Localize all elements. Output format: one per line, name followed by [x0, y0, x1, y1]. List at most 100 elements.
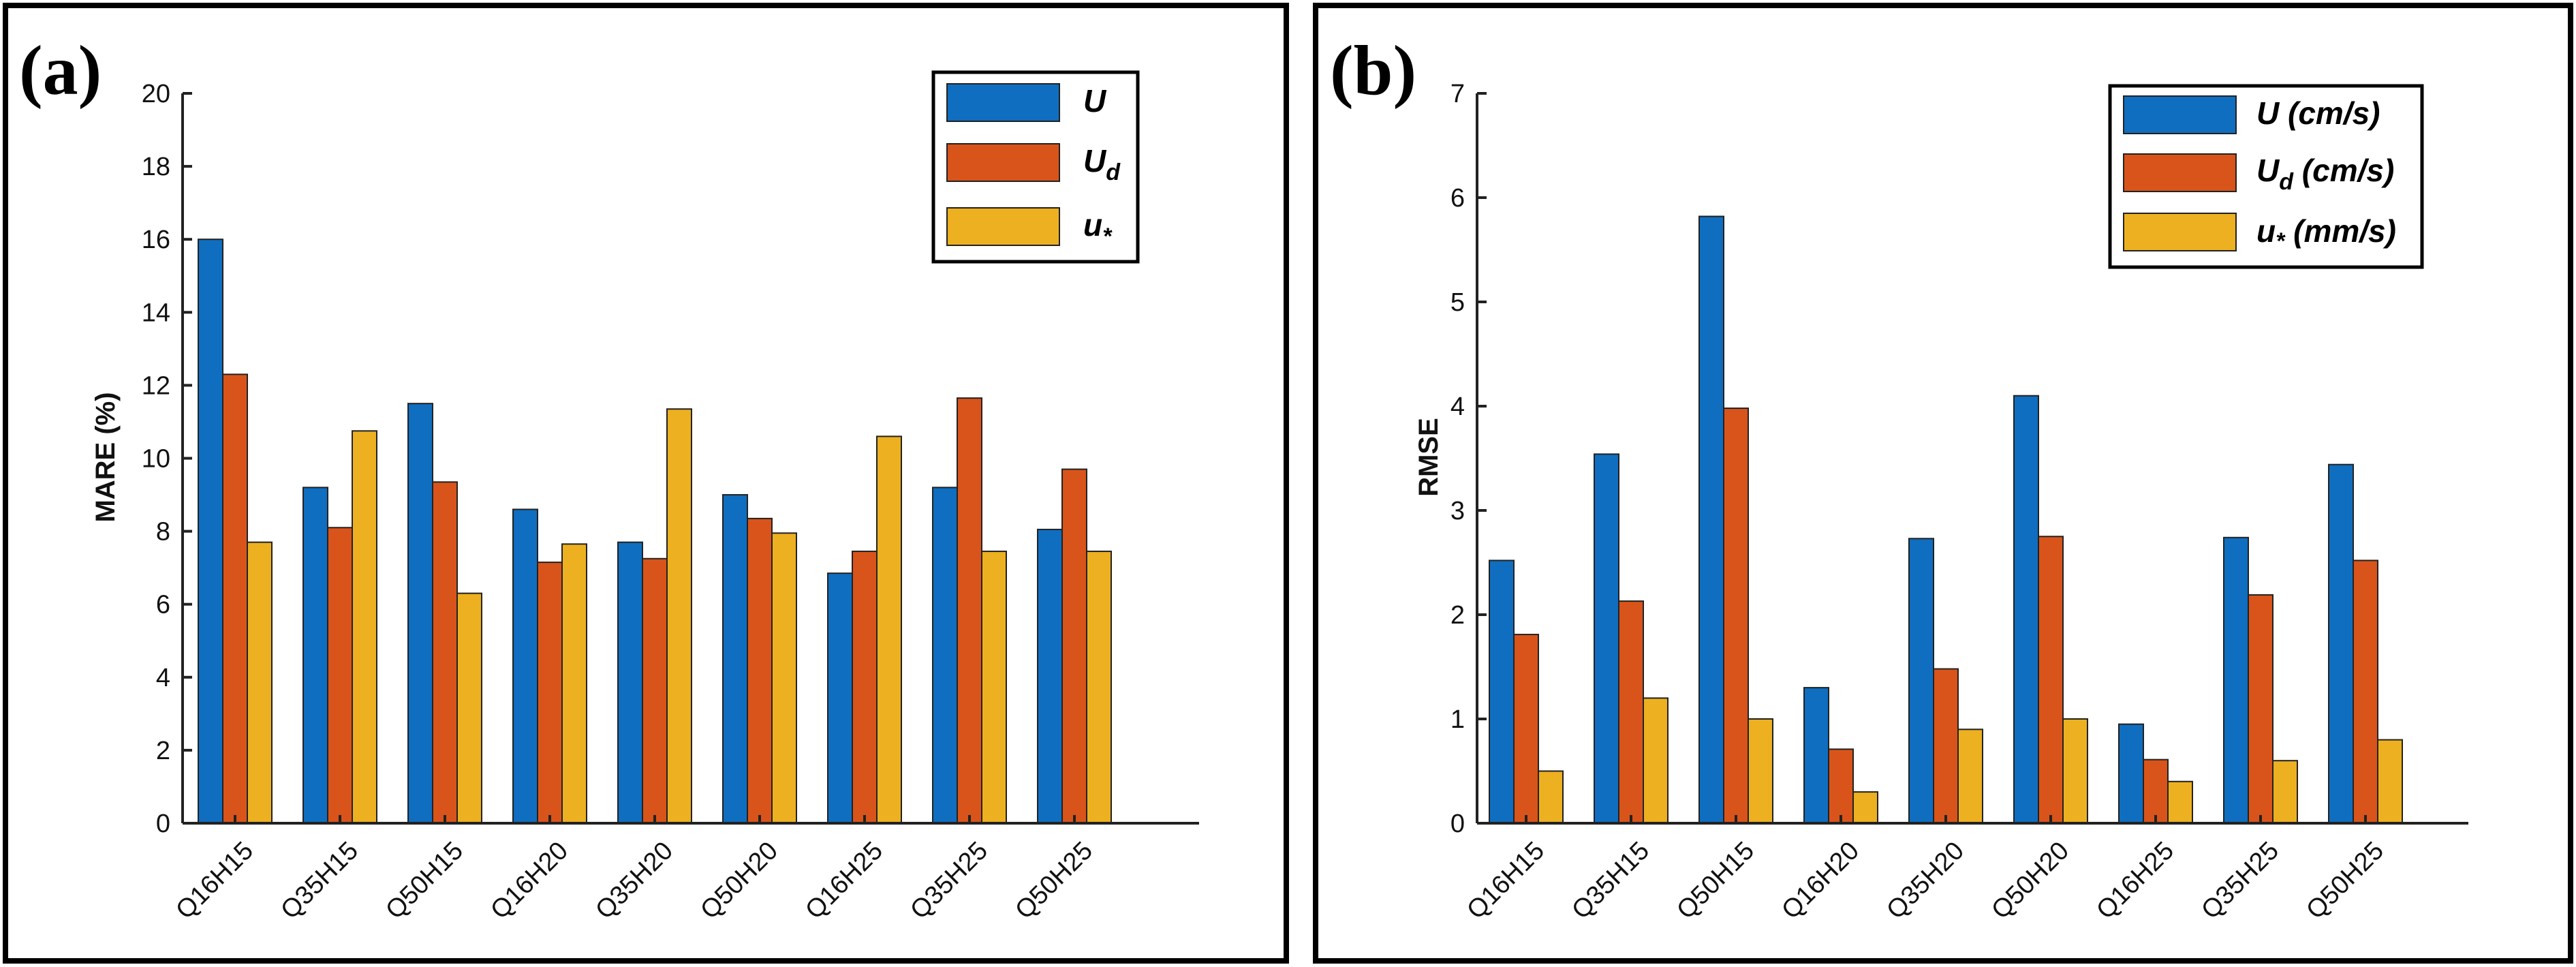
panel-b-ytick-label-3: 3 — [1450, 497, 1465, 525]
panel-b-bar-q35h15-ustar — [1643, 697, 1669, 825]
panel-b-legend-label-u-tail: (cm/s) — [2279, 95, 2380, 131]
panel-b-bar-q50h20-u — [2013, 395, 2039, 824]
panel-a-legend-label-u-main: U — [1083, 83, 1107, 119]
panel-b-bar-q35h20-ud — [1933, 668, 1959, 824]
panel-b-bar-q50h15-ustar — [1748, 718, 1773, 824]
panel-b-bar-q16h20-u — [1803, 687, 1829, 824]
panel-b-legend: U (cm/s) Ud (cm/s) u* (mm/s) — [2108, 84, 2424, 269]
panel-b-bar-q50h15-ud — [1723, 408, 1749, 824]
panel-a-bar-q16h25-ustar — [876, 435, 902, 824]
panel-b-bar-q35h15-ud — [1618, 600, 1644, 824]
panel-a-legend-label-ustar-sub: * — [1102, 224, 1113, 249]
panel-a-bar-q50h20-ustar — [771, 532, 797, 825]
panel-a-bar-q35h25-u — [932, 487, 958, 825]
panel-b-ytick-label-7: 7 — [1450, 80, 1465, 108]
panel-a-bar-q16h15-ustar — [247, 541, 273, 824]
panel-b-legend-label-ud-tail: (cm/s) — [2293, 153, 2394, 188]
panel-a-bar-q35h20-u — [617, 541, 643, 824]
panel-b-legend-label-ustar-sub: * — [2276, 228, 2286, 254]
panel-b-legend-swatch-u — [2123, 95, 2237, 134]
panel-a-bar-q35h15-ud — [327, 527, 353, 824]
panel-a-ytick-label-4: 4 — [156, 664, 170, 692]
panel-b-bar-q50h25-ustar — [2377, 739, 2403, 824]
panel-b-bar-q16h15-u — [1489, 559, 1515, 824]
panel-a-legend-label-ud-sub: d — [1106, 159, 1121, 185]
panel-a-ytick-label-20: 20 — [142, 80, 170, 108]
panel-b-ytick-label-5: 5 — [1450, 288, 1465, 317]
panel-a-legend-swatch-u — [946, 83, 1060, 122]
panel-a-ytick-label-16: 16 — [142, 226, 170, 254]
panel-b-ylabel: RMSE — [1414, 418, 1444, 497]
panel-a-bar-q16h25-ud — [852, 551, 878, 824]
panel-b-ytick-label-2: 2 — [1450, 601, 1465, 630]
panel-b-bar-q16h25-ustar — [2167, 780, 2193, 825]
panel-b-bar-q35h25-u — [2223, 536, 2249, 825]
panel-a-bar-q35h20-ud — [642, 557, 668, 824]
panel-b: (b) Q16H15 Q35H15 Q50H15 Q16H20 Q35H20 Q50H20… — [1313, 3, 2573, 964]
panel-a-bar-q35h15-ustar — [352, 430, 377, 824]
panel-b-bar-q50h20-ustar — [2062, 718, 2088, 824]
panel-a-bar-q35h20-ustar — [666, 408, 692, 824]
panel-b-bar-q35h25-ud — [2248, 594, 2274, 824]
panel-a-legend-label-ustar-main: u — [1083, 207, 1102, 243]
panel-b-legend-label-ustar-tail: (mm/s) — [2284, 213, 2396, 249]
panel-b-bar-q50h25-u — [2328, 463, 2354, 824]
panel-b-ytick-label-1: 1 — [1450, 705, 1465, 734]
panel-a-bar-q16h20-ustar — [561, 543, 587, 825]
panel-a-bar-q50h15-ustar — [456, 592, 482, 824]
panel-b-bar-q35h15-u — [1594, 453, 1619, 824]
panel-a-bar-q35h15-u — [302, 487, 328, 825]
panel-b-ytick-label-4: 4 — [1450, 393, 1465, 421]
panel-a-ylabel: MARE (%) — [91, 392, 121, 522]
panel-a-ytick-label-2: 2 — [156, 737, 170, 765]
panel-a-legend-swatch-ustar — [946, 207, 1060, 246]
panel-a: (a) Q16H15 Q35H15 Q50H15 Q16H20 Q35H20 Q50H20… — [3, 3, 1289, 964]
panel-a-bar-q50h25-ustar — [1086, 551, 1112, 824]
panel-b-legend-label-ustar: u* (mm/s) — [2256, 213, 2396, 254]
panel-b-bar-q16h25-ud — [2143, 758, 2169, 825]
panel-a-bar-q16h15-ud — [222, 373, 248, 824]
panel-a-legend: U Ud u* — [931, 70, 1140, 264]
panel-b-legend-label-u-main: U — [2256, 95, 2280, 131]
panel-b-bar-q16h15-ustar — [1538, 770, 1564, 824]
panel-a-ytick-label-8: 8 — [156, 518, 170, 547]
panel-a-legend-label-ustar: u* — [1083, 207, 1113, 249]
panel-a-bar-q50h15-u — [407, 403, 433, 824]
panel-a-bar-q50h20-ud — [747, 517, 773, 824]
panel-a-ytick-label-6: 6 — [156, 591, 170, 619]
panel-a-bar-q50h20-u — [722, 494, 748, 824]
panel-b-legend-label-u: U (cm/s) — [2256, 95, 2380, 131]
panel-b-bar-q50h15-u — [1698, 215, 1724, 825]
panel-b-bar-q16h25-u — [2118, 723, 2144, 825]
panel-a-bar-q16h15-u — [198, 239, 223, 824]
panel-a-legend-label-ud: Ud — [1083, 143, 1121, 185]
panel-a-bar-q35h25-ud — [957, 397, 982, 824]
panel-a-bar-q16h20-u — [512, 508, 538, 824]
panel-a-bar-q16h25-u — [827, 572, 853, 824]
panel-b-ytick-label-6: 6 — [1450, 184, 1465, 213]
panel-a-ytick-label-10: 10 — [142, 445, 170, 474]
panel-a-ytick-label-14: 14 — [142, 298, 170, 327]
panel-a-label: (a) — [19, 31, 102, 110]
panel-b-legend-label-ud-sub: d — [2279, 169, 2294, 195]
panel-b-ytick-label-0: 0 — [1450, 810, 1465, 838]
panel-b-label: (b) — [1330, 31, 1416, 110]
panel-a-bar-q35h25-ustar — [981, 551, 1007, 824]
panel-a-bar-q50h25-ud — [1061, 468, 1087, 824]
panel-a-bar-q50h15-ud — [432, 481, 458, 824]
panel-b-legend-swatch-ud — [2123, 153, 2237, 192]
panel-a-ytick-label-0: 0 — [156, 810, 170, 838]
panel-b-legend-label-ustar-main: u — [2256, 213, 2276, 249]
panel-a-bar-q50h25-u — [1037, 528, 1063, 824]
panel-a-legend-label-ud-main: U — [1083, 143, 1107, 179]
panel-b-bar-q16h20-ustar — [1852, 791, 1878, 824]
panel-b-legend-label-ud-main: U — [2256, 153, 2280, 188]
panel-a-bar-q16h20-ud — [537, 562, 563, 824]
panel-b-bar-q50h20-ud — [2038, 536, 2064, 824]
panel-a-ytick-label-18: 18 — [142, 153, 170, 181]
panel-a-legend-label-u: U — [1083, 83, 1107, 119]
panel-b-legend-swatch-ustar — [2123, 213, 2237, 251]
panel-b-bar-q35h25-ustar — [2272, 760, 2298, 824]
panel-a-ytick-label-12: 12 — [142, 371, 170, 400]
